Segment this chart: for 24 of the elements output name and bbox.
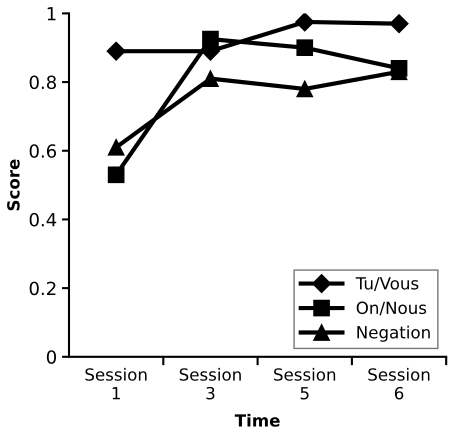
point	[202, 70, 219, 87]
point	[296, 39, 314, 56]
point	[296, 80, 314, 98]
legend-label: On/Nous	[356, 302, 426, 316]
point	[295, 13, 314, 32]
point	[202, 30, 219, 48]
point	[108, 166, 124, 184]
y-tick-label: 0.4	[30, 212, 56, 227]
x-tick-label: Session 1	[85, 368, 147, 400]
point	[108, 138, 124, 156]
legend-label: Tu/Vous	[356, 277, 418, 291]
legend-label: Negation	[357, 326, 430, 342]
y-tick-label: 1	[48, 7, 56, 20]
x-axis-title: Time	[234, 414, 280, 427]
y-axis-title: Score	[7, 159, 20, 210]
y-tick-label: 0.2	[30, 282, 56, 296]
y-tick-label: 0	[46, 350, 56, 364]
x-tick-label: Session 6	[368, 368, 430, 400]
y-tick-label: 0.6	[30, 144, 56, 158]
point	[106, 42, 126, 61]
x-tick-label: Session 5	[274, 368, 336, 400]
x-tick-label: Session 3	[180, 368, 241, 400]
y-tick-label: 0.8	[30, 76, 56, 90]
point	[390, 14, 409, 34]
